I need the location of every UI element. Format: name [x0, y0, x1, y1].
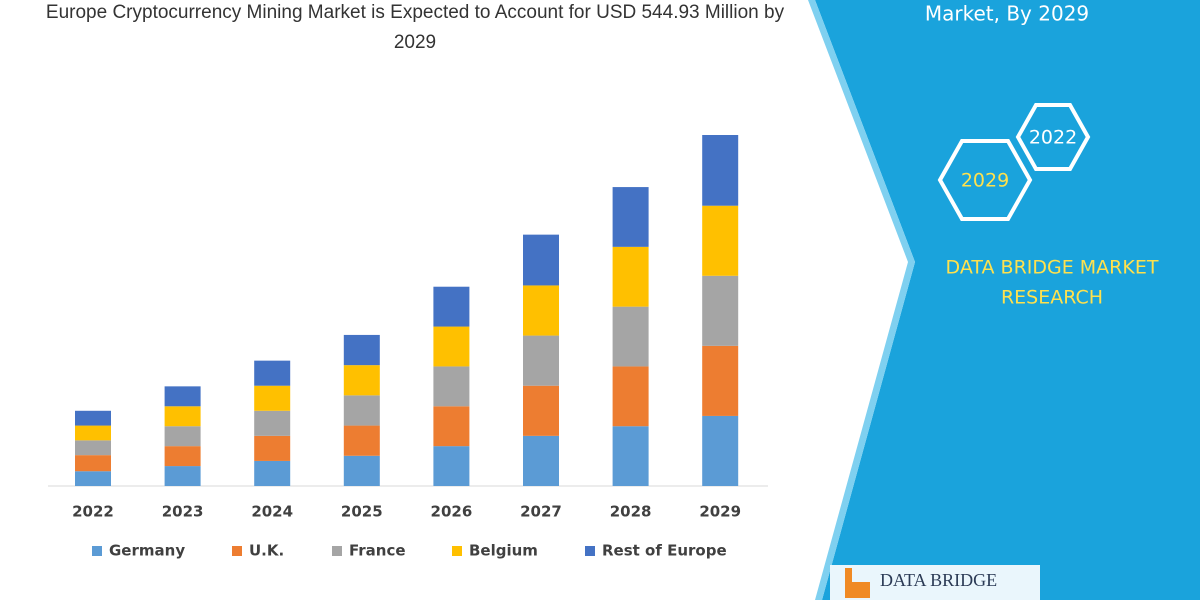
side-panel: [815, 0, 1200, 600]
legend-label: Germany: [109, 542, 185, 560]
x-tick-label: 2028: [610, 503, 652, 521]
bar-segment: [523, 385, 559, 436]
bar-segment: [254, 460, 291, 486]
bar-segment: [433, 366, 470, 407]
chart-title: Europe Cryptocurrency Mining Market is E…: [45, 2, 785, 53]
bar-segment: [612, 306, 649, 367]
bar-segment: [75, 410, 111, 426]
hexagon: [1015, 103, 1091, 171]
legend-swatch: [452, 546, 462, 556]
bar-segment: [702, 345, 739, 416]
bar-segment: [612, 187, 649, 247]
bar-segment: [254, 435, 291, 461]
brand-text: DATA BRIDGE MARKET: [946, 257, 1159, 279]
hexagon-label: 2022: [1029, 127, 1077, 149]
hexagon: [937, 139, 1033, 221]
panel-heading: Market, By 2029: [925, 2, 1089, 26]
bar-segment: [433, 406, 470, 447]
bar-segment: [612, 426, 649, 486]
bar-segment: [523, 285, 559, 336]
bar-segment: [433, 286, 470, 327]
legend-label: U.K.: [249, 542, 284, 560]
legend-label: Rest of Europe: [602, 542, 727, 560]
bar-segment: [702, 205, 739, 276]
bar-segment: [75, 471, 111, 486]
legend-label: France: [349, 542, 406, 560]
bar-segment: [343, 365, 380, 396]
bar-segment: [164, 446, 201, 467]
bar-segment: [164, 386, 201, 407]
bar-segment: [343, 455, 380, 486]
x-tick-label: 2023: [162, 503, 204, 521]
legend-label: Belgium: [469, 542, 538, 560]
bar-segment: [523, 435, 559, 486]
x-tick-label: 2022: [72, 503, 114, 521]
bar-segment: [75, 455, 111, 472]
bar-segment: [343, 334, 380, 366]
bar-segment: [523, 335, 559, 386]
brand-text: RESEARCH: [1001, 287, 1103, 309]
bar-segment: [164, 426, 201, 447]
x-tick-label: 2025: [341, 503, 383, 521]
bar-segment: [254, 360, 291, 386]
x-tick-label: 2029: [699, 503, 741, 521]
bar-segment: [702, 415, 739, 486]
legend-swatch: [92, 546, 102, 556]
bar-segment: [164, 466, 201, 486]
bar-segment: [433, 326, 470, 367]
logo-icon: [845, 568, 870, 598]
bar-segment: [164, 406, 201, 427]
bar-segment: [75, 440, 111, 456]
hexagon-label: 2029: [961, 170, 1009, 192]
bar-segment: [433, 446, 470, 486]
legend-swatch: [332, 546, 342, 556]
legend-swatch: [232, 546, 242, 556]
legend-swatch: [585, 546, 595, 556]
x-tick-label: 2027: [520, 503, 562, 521]
bar-segment: [75, 425, 111, 441]
bar-segment: [254, 410, 291, 436]
bar-segment: [702, 275, 739, 346]
bar-segment: [612, 366, 649, 427]
bar-segment: [523, 234, 559, 286]
bar-segment: [343, 395, 380, 426]
bar-segment: [343, 425, 380, 456]
logo-text: DATA BRIDGE: [880, 570, 997, 590]
x-tick-label: 2026: [431, 503, 473, 521]
bar-segment: [254, 385, 291, 411]
x-tick-label: 2024: [251, 503, 293, 521]
bar-segment: [702, 135, 739, 206]
bar-segment: [612, 246, 649, 307]
